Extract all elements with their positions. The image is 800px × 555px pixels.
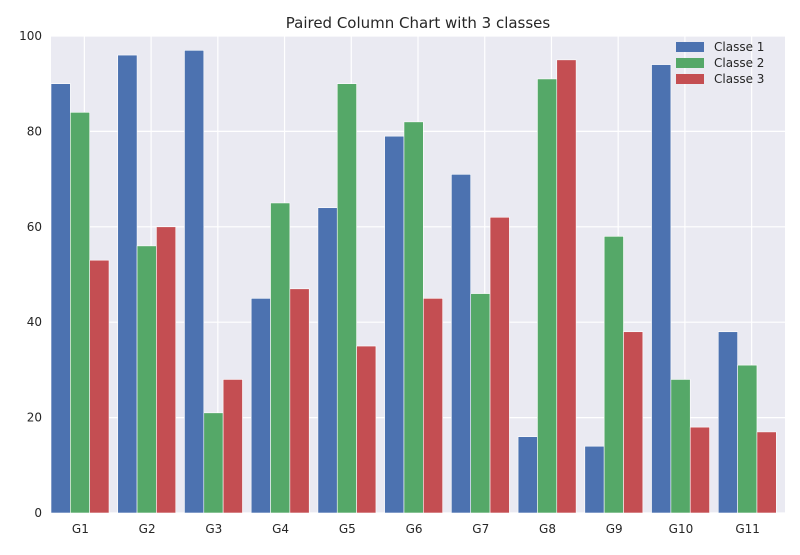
bar-classe-1-g5 <box>317 207 338 514</box>
bar-classe-3-g8 <box>556 59 577 514</box>
bar-classe-2-g5 <box>336 83 357 514</box>
bar-classe-1-g3 <box>184 50 205 514</box>
bar-classe-3-g7 <box>489 216 510 514</box>
y-tick-label: 20 <box>27 411 42 425</box>
x-tick-label: G8 <box>539 522 556 536</box>
legend-label: Classe 3 <box>714 72 764 86</box>
bar-classe-2-g9 <box>603 236 624 514</box>
legend-swatch-3 <box>676 74 704 84</box>
legend-label: Classe 2 <box>714 56 764 70</box>
bar-classe-3-g3 <box>222 379 243 514</box>
bars-layer <box>50 50 777 514</box>
bar-classe-1-g11 <box>717 331 738 514</box>
x-tick-label: G3 <box>205 522 222 536</box>
bar-classe-3-g5 <box>356 345 377 514</box>
chart-title: Paired Column Chart with 3 classes <box>286 14 551 32</box>
y-tick-label: 0 <box>34 506 42 520</box>
x-tick-label: G4 <box>272 522 289 536</box>
bar-classe-2-g8 <box>537 78 558 514</box>
bar-classe-1-g4 <box>250 298 271 514</box>
bar-classe-2-g2 <box>136 245 157 514</box>
bar-classe-3-g4 <box>289 288 310 514</box>
x-tick-label: G7 <box>472 522 489 536</box>
bar-classe-1-g8 <box>517 436 538 514</box>
y-tick-label: 80 <box>27 124 42 138</box>
bar-classe-2-g6 <box>403 121 424 514</box>
y-tick-label: 100 <box>19 29 42 43</box>
legend-swatch-2 <box>676 58 704 68</box>
bar-classe-2-g3 <box>203 412 224 514</box>
legend: Classe 1 Classe 2 Classe 3 <box>676 40 764 86</box>
bar-classe-1-g9 <box>584 445 605 514</box>
bar-classe-2-g11 <box>737 364 758 514</box>
bar-classe-2-g10 <box>670 379 691 514</box>
bar-classe-3-g10 <box>689 426 710 514</box>
legend-label: Classe 1 <box>714 40 764 54</box>
y-tick-label: 60 <box>27 220 42 234</box>
x-axis-ticks: G1 G2 G3 G4 G5 G6 G7 G8 G9 G10 G11 <box>72 522 760 536</box>
bar-classe-1-g7 <box>451 174 472 514</box>
x-tick-label: G10 <box>669 522 694 536</box>
bar-classe-3-g11 <box>756 431 777 514</box>
y-tick-label: 40 <box>27 315 42 329</box>
bar-classe-2-g7 <box>470 293 491 514</box>
x-tick-label: G6 <box>406 522 423 536</box>
x-tick-label: G1 <box>72 522 89 536</box>
bar-classe-1-g6 <box>384 135 405 514</box>
bar-classe-1-g1 <box>50 83 71 514</box>
bar-classe-1-g2 <box>117 54 138 514</box>
bar-classe-3-g1 <box>89 259 110 514</box>
bar-classe-2-g1 <box>70 112 90 514</box>
bar-classe-2-g4 <box>270 202 291 514</box>
bar-classe-3-g6 <box>423 298 443 514</box>
bar-classe-1-g10 <box>651 64 672 514</box>
y-axis-ticks: 0 20 40 60 80 100 <box>19 29 42 520</box>
x-tick-label: G5 <box>339 522 356 536</box>
bar-classe-3-g9 <box>623 331 644 514</box>
x-tick-label: G9 <box>606 522 623 536</box>
x-tick-label: G11 <box>735 522 760 536</box>
bar-classe-3-g2 <box>156 226 177 514</box>
legend-swatch-1 <box>676 42 704 52</box>
x-tick-label: G2 <box>139 522 156 536</box>
